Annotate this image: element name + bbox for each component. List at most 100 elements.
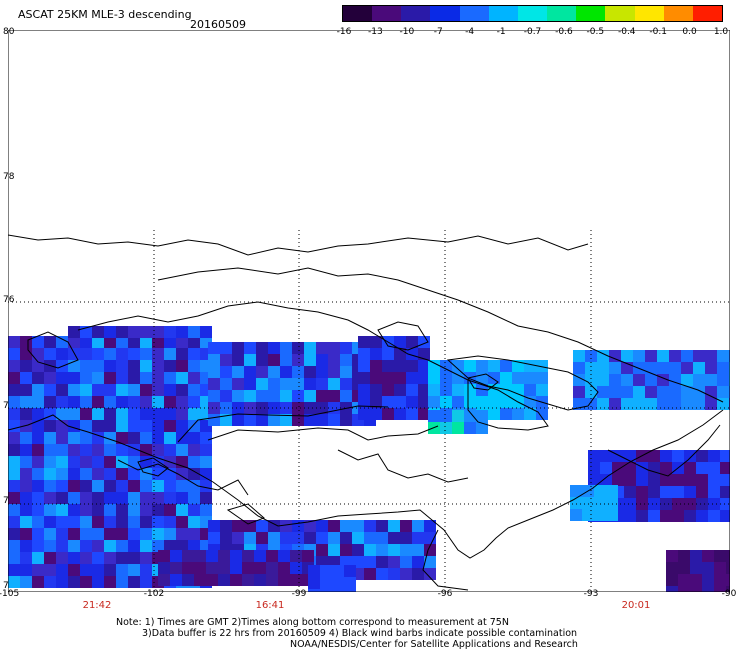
data-cell xyxy=(585,398,597,410)
data-cell xyxy=(200,456,212,468)
data-cell xyxy=(116,564,128,576)
data-cell xyxy=(666,586,678,592)
data-cell xyxy=(218,574,230,586)
lon-label-96: -96 xyxy=(437,589,453,599)
data-cell xyxy=(268,354,280,366)
data-cell xyxy=(218,562,230,574)
data-cell xyxy=(702,574,714,586)
data-cell xyxy=(8,432,20,444)
color-scale-label: -16 xyxy=(336,27,352,37)
data-cell xyxy=(230,574,242,586)
color-scale-segment-4 xyxy=(459,6,489,21)
lat-label-80: 80 xyxy=(3,27,15,37)
data-cell xyxy=(140,504,152,516)
coastline-bathurst-island xyxy=(77,301,469,381)
data-cell xyxy=(588,450,600,462)
data-cell xyxy=(194,574,206,586)
color-scale-segment-1 xyxy=(372,6,402,21)
data-cell xyxy=(104,336,116,348)
data-cell xyxy=(116,576,128,588)
data-cell xyxy=(624,510,636,522)
data-cell xyxy=(176,396,188,408)
data-cell xyxy=(20,504,32,516)
data-cell xyxy=(428,372,440,384)
data-cell xyxy=(194,562,206,574)
data-cell xyxy=(606,509,618,521)
data-cell xyxy=(364,568,376,580)
data-cell xyxy=(340,378,352,390)
data-cell xyxy=(200,326,212,338)
data-cell xyxy=(536,360,548,372)
data-cell xyxy=(80,396,92,408)
data-cell xyxy=(645,386,657,398)
data-cell xyxy=(424,556,436,568)
data-cell xyxy=(152,326,164,338)
data-cell xyxy=(256,366,268,378)
data-cell xyxy=(244,414,256,426)
data-cell xyxy=(32,348,44,360)
data-cell xyxy=(244,366,256,378)
data-cell xyxy=(512,408,524,420)
data-cell xyxy=(594,497,606,509)
data-cell xyxy=(68,372,80,384)
data-cell xyxy=(681,374,693,386)
data-cell xyxy=(464,422,476,434)
data-cell xyxy=(44,576,56,588)
data-cell xyxy=(316,390,328,402)
data-cell xyxy=(452,384,464,396)
data-cell xyxy=(394,348,406,360)
data-cell xyxy=(621,374,633,386)
data-cell xyxy=(20,432,32,444)
data-cell xyxy=(232,342,244,354)
data-cell xyxy=(220,378,232,390)
data-cell xyxy=(376,568,388,580)
data-cell xyxy=(56,372,68,384)
data-cell xyxy=(440,422,452,434)
data-cell xyxy=(256,354,268,366)
data-cell xyxy=(104,528,116,540)
data-cell xyxy=(308,589,320,592)
data-cell xyxy=(636,498,648,510)
data-cell xyxy=(382,360,394,372)
data-cell xyxy=(176,384,188,396)
data-cell xyxy=(524,408,536,420)
data-cell xyxy=(292,414,304,426)
data-cell xyxy=(104,384,116,396)
coastline-cornwallis xyxy=(377,321,429,351)
data-cell xyxy=(720,510,730,522)
data-cell xyxy=(232,390,244,402)
data-cell xyxy=(176,444,188,456)
data-cell xyxy=(364,520,376,532)
data-cell xyxy=(524,384,536,396)
data-cell xyxy=(714,550,726,562)
data-cell xyxy=(208,520,220,532)
data-cell xyxy=(20,372,32,384)
data-cell xyxy=(104,576,116,588)
data-cell xyxy=(464,384,476,396)
data-cell xyxy=(316,342,328,354)
data-cell xyxy=(328,544,340,556)
data-cell xyxy=(152,516,164,528)
data-cell xyxy=(358,348,370,360)
data-cell xyxy=(708,450,720,462)
data-cell xyxy=(152,420,164,432)
data-cell xyxy=(56,408,68,420)
data-cell xyxy=(92,564,104,576)
data-cell xyxy=(292,520,304,532)
data-cell xyxy=(116,326,128,338)
data-cell xyxy=(582,497,594,509)
color-scale-label: -13 xyxy=(368,27,383,37)
data-cell xyxy=(128,516,140,528)
data-cell xyxy=(20,576,32,588)
data-cell xyxy=(406,348,418,360)
data-cell xyxy=(158,550,170,562)
data-cell xyxy=(328,342,340,354)
data-cell xyxy=(68,396,80,408)
data-cell xyxy=(388,532,400,544)
data-cell xyxy=(182,550,194,562)
color-scale-label: -10 xyxy=(399,27,415,37)
data-cell xyxy=(164,528,176,540)
data-cell xyxy=(92,504,104,516)
data-cell xyxy=(400,532,412,544)
data-cell xyxy=(164,540,176,552)
